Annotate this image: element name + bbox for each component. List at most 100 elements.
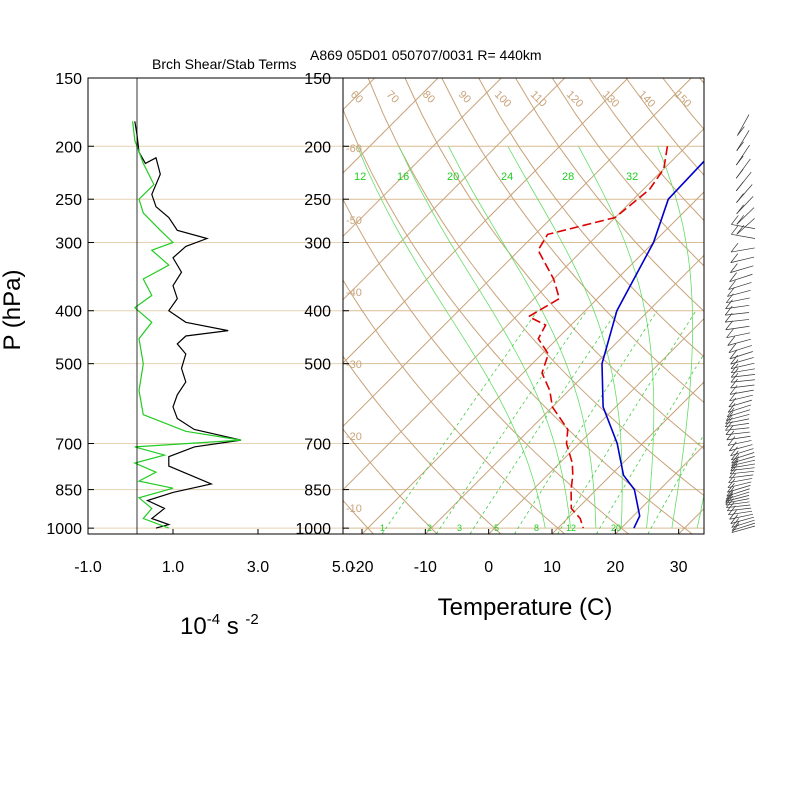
wind-barb-flag bbox=[736, 225, 744, 235]
skewt-xtick-label: -10 bbox=[414, 559, 437, 576]
wind-barb-staff bbox=[725, 501, 750, 506]
wind-barb-flag bbox=[726, 293, 734, 303]
skewt-xlabel: Temperature (C) bbox=[438, 594, 613, 621]
xlabel-mid: s bbox=[220, 613, 245, 640]
wind-barb-flag bbox=[727, 483, 735, 493]
wind-barb-flag bbox=[729, 391, 737, 402]
wind-barb-flag bbox=[730, 373, 739, 383]
wind-barb-flag bbox=[730, 253, 739, 263]
wind-barb-flag bbox=[724, 312, 733, 323]
wind-barb-staff bbox=[728, 282, 752, 290]
wind-barb-staff bbox=[730, 265, 754, 273]
brch-xtick-label: 5.0 bbox=[332, 559, 354, 576]
wind-barb-flag bbox=[725, 299, 733, 309]
ylabel: P (hPa) bbox=[0, 270, 26, 351]
isotherm-label: -30 bbox=[346, 359, 362, 371]
wind-barb-flag bbox=[727, 436, 736, 446]
wind-barb-staff bbox=[730, 256, 755, 263]
wind-barb-flag bbox=[731, 518, 739, 528]
brch-ytick-label: 700 bbox=[55, 437, 82, 454]
skewt-plot-frame bbox=[342, 77, 705, 535]
wind-barb-staff bbox=[729, 394, 753, 402]
moist-adiabat bbox=[578, 146, 655, 529]
wind-barb-flag bbox=[726, 430, 735, 441]
brch-ytick-label: 300 bbox=[55, 235, 82, 252]
isotherm bbox=[551, 381, 704, 534]
brch-ytick-label: 1000 bbox=[46, 521, 82, 538]
wind-barb-staff bbox=[736, 207, 755, 225]
wind-barb-staff bbox=[725, 427, 750, 431]
wind-barb-flag bbox=[725, 492, 734, 502]
wind-barb-flag bbox=[736, 141, 744, 152]
wind-barb-flag bbox=[725, 421, 733, 431]
isotherm bbox=[424, 254, 704, 534]
wind-barb-staff bbox=[725, 498, 750, 504]
wind-barb-flag bbox=[730, 242, 739, 253]
wind-barb-flag bbox=[737, 126, 745, 136]
wind-barb-flag bbox=[736, 204, 744, 214]
mixing-ratio-label: 8 bbox=[534, 523, 539, 533]
dry-adiabat bbox=[478, 78, 704, 358]
wind-barb-flag bbox=[728, 397, 737, 408]
brch-series-shear-term bbox=[134, 121, 242, 529]
isotherm-label: -20 bbox=[346, 431, 362, 443]
isotherm bbox=[343, 78, 566, 301]
wind-barb-flag bbox=[729, 272, 737, 282]
dry-adiabat bbox=[551, 78, 704, 267]
wind-barb-staff bbox=[726, 413, 750, 421]
isotherm bbox=[343, 127, 704, 491]
theta-label: 140 bbox=[636, 89, 657, 110]
dry-adiabat bbox=[699, 78, 704, 84]
mixing-ratio-label: 20 bbox=[611, 523, 621, 533]
wind-barb-staff bbox=[730, 467, 755, 471]
brch-ytick-label: 200 bbox=[55, 139, 82, 156]
wind-barb-staff bbox=[729, 444, 753, 452]
wind-barb-staff bbox=[736, 130, 750, 151]
theta-label: 60 bbox=[348, 89, 365, 106]
wind-barb-flag bbox=[726, 328, 734, 338]
theta-e-label: 28 bbox=[562, 171, 574, 183]
wind-barb-flag bbox=[736, 155, 744, 166]
wind-barb-staff bbox=[726, 435, 751, 441]
wind-barb-flag bbox=[731, 225, 739, 235]
skewt-ytick-label: 400 bbox=[304, 304, 331, 321]
wind-barb-flag bbox=[729, 385, 738, 395]
wind-barb-staff bbox=[725, 325, 750, 331]
skewt-ytick-label: 150 bbox=[304, 71, 331, 88]
skewt-xtick-label: -20 bbox=[350, 559, 373, 576]
wind-barb-flag bbox=[725, 489, 734, 500]
brch-ytick-label: 150 bbox=[55, 71, 82, 88]
wind-barb-staff bbox=[726, 488, 750, 497]
wind-barb-staff bbox=[731, 525, 756, 533]
wind-barb-staff bbox=[731, 373, 756, 378]
dry-adiabat bbox=[343, 198, 629, 534]
wind-barb-staff bbox=[725, 431, 750, 436]
brch-ytick-label: 500 bbox=[55, 357, 82, 374]
wind-barb-staff bbox=[727, 507, 752, 512]
wind-barb-staff bbox=[726, 297, 750, 304]
wind-barb-flag bbox=[725, 425, 734, 435]
theta-e-label: 24 bbox=[501, 171, 513, 183]
dry-adiabat bbox=[773, 78, 800, 534]
wind-barb-flag bbox=[728, 473, 736, 483]
wind-barb-staff bbox=[727, 289, 751, 297]
skewt-ytick-label: 1000 bbox=[295, 521, 331, 538]
isotherm bbox=[742, 78, 800, 534]
wind-barb-flag bbox=[724, 417, 733, 427]
mixing-ratio-line bbox=[514, 310, 658, 534]
moist-adiabat bbox=[657, 146, 693, 529]
wind-barb-staff bbox=[727, 409, 751, 418]
wind-barb-flag bbox=[727, 478, 736, 488]
wind-barb-flag bbox=[730, 263, 738, 273]
wind-barb-flag bbox=[725, 495, 734, 506]
wind-barb-flag bbox=[727, 403, 736, 413]
wind-barb-flag bbox=[729, 464, 738, 475]
brch-panel: Brch Shear/Stab Terms 150 200 250 300 400 500… bbox=[0, 56, 354, 640]
skewt-xtick-label: 10 bbox=[543, 559, 561, 576]
wind-barb-flag bbox=[726, 486, 735, 497]
wind-barb-flag bbox=[730, 378, 738, 389]
mixing-ratio-line bbox=[381, 310, 538, 534]
mixing-ratio-label: 3 bbox=[457, 523, 462, 533]
brch-series-stability-term bbox=[132, 121, 242, 529]
dry-adiabat bbox=[515, 78, 704, 312]
